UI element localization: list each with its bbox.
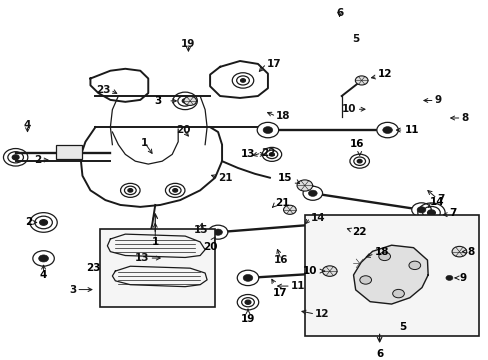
Text: 4: 4	[40, 270, 47, 280]
Circle shape	[12, 155, 19, 160]
Circle shape	[182, 99, 188, 103]
Text: 5: 5	[399, 321, 406, 332]
Circle shape	[352, 258, 366, 268]
Text: 6: 6	[375, 349, 383, 359]
Circle shape	[332, 216, 350, 229]
Text: 14: 14	[428, 197, 443, 207]
Circle shape	[408, 261, 420, 270]
Text: 9: 9	[434, 95, 441, 105]
Text: 11: 11	[404, 125, 418, 135]
Circle shape	[308, 190, 317, 197]
Circle shape	[441, 272, 456, 283]
Text: 14: 14	[310, 213, 325, 223]
Circle shape	[427, 210, 434, 216]
Circle shape	[337, 226, 345, 232]
Text: 21: 21	[217, 172, 232, 183]
Circle shape	[269, 153, 274, 156]
Circle shape	[376, 324, 382, 329]
Text: 1: 1	[151, 237, 159, 247]
Text: 7: 7	[436, 194, 444, 203]
Text: 22: 22	[261, 148, 276, 158]
Circle shape	[33, 251, 54, 266]
Circle shape	[392, 289, 404, 298]
Text: 20: 20	[203, 242, 217, 252]
Circle shape	[237, 270, 258, 285]
Text: 10: 10	[342, 104, 356, 114]
Circle shape	[208, 225, 227, 239]
Circle shape	[385, 271, 397, 279]
Circle shape	[445, 275, 452, 280]
Circle shape	[416, 207, 425, 213]
Text: 7: 7	[448, 208, 456, 218]
Text: 3: 3	[69, 284, 76, 294]
Text: 18: 18	[276, 111, 290, 121]
Circle shape	[128, 189, 132, 192]
Text: 12: 12	[315, 309, 329, 319]
Circle shape	[322, 266, 336, 276]
Text: 16: 16	[273, 255, 288, 265]
Circle shape	[451, 246, 466, 257]
Text: 23: 23	[86, 263, 100, 273]
Circle shape	[337, 220, 345, 225]
Text: 15: 15	[277, 173, 291, 183]
Text: 18: 18	[374, 247, 388, 257]
Text: 20: 20	[176, 125, 190, 135]
Text: 3: 3	[154, 96, 162, 106]
Text: 8: 8	[467, 247, 474, 257]
Text: 12: 12	[377, 69, 391, 78]
Circle shape	[172, 189, 177, 192]
Circle shape	[257, 122, 278, 138]
Bar	[304, 215, 478, 336]
Text: 6: 6	[335, 8, 343, 18]
Text: 8: 8	[461, 113, 468, 123]
Circle shape	[411, 203, 430, 217]
Circle shape	[303, 186, 322, 200]
Text: 13: 13	[240, 149, 254, 159]
Text: 2: 2	[34, 155, 41, 165]
Circle shape	[378, 252, 390, 261]
Text: 2: 2	[25, 217, 32, 228]
Text: 11: 11	[290, 281, 305, 291]
Circle shape	[240, 79, 245, 82]
Circle shape	[333, 223, 349, 235]
Text: 15: 15	[193, 225, 207, 235]
Text: 17: 17	[266, 59, 281, 69]
Text: 19: 19	[181, 40, 195, 49]
Text: 17: 17	[272, 288, 286, 298]
Text: 9: 9	[458, 273, 466, 283]
Circle shape	[183, 96, 196, 105]
Text: 5: 5	[351, 34, 358, 44]
Text: 10: 10	[303, 266, 317, 276]
Circle shape	[39, 255, 48, 262]
Circle shape	[244, 300, 250, 304]
Bar	[100, 229, 215, 307]
Text: 4: 4	[24, 120, 31, 130]
Circle shape	[213, 229, 222, 235]
Text: 19: 19	[240, 314, 255, 324]
Circle shape	[376, 122, 398, 138]
Polygon shape	[353, 245, 427, 304]
Circle shape	[296, 180, 312, 191]
Bar	[56, 145, 82, 159]
Text: 13: 13	[135, 253, 149, 263]
Circle shape	[263, 127, 272, 134]
Circle shape	[283, 205, 296, 214]
Text: 16: 16	[349, 139, 363, 149]
Text: 23: 23	[96, 85, 110, 95]
Circle shape	[382, 127, 391, 134]
Circle shape	[355, 76, 367, 85]
Circle shape	[40, 220, 47, 225]
Circle shape	[359, 276, 371, 284]
Circle shape	[243, 274, 252, 282]
Circle shape	[357, 159, 362, 163]
Text: 1: 1	[141, 138, 148, 148]
Text: 21: 21	[274, 198, 289, 208]
Text: 22: 22	[351, 227, 366, 237]
